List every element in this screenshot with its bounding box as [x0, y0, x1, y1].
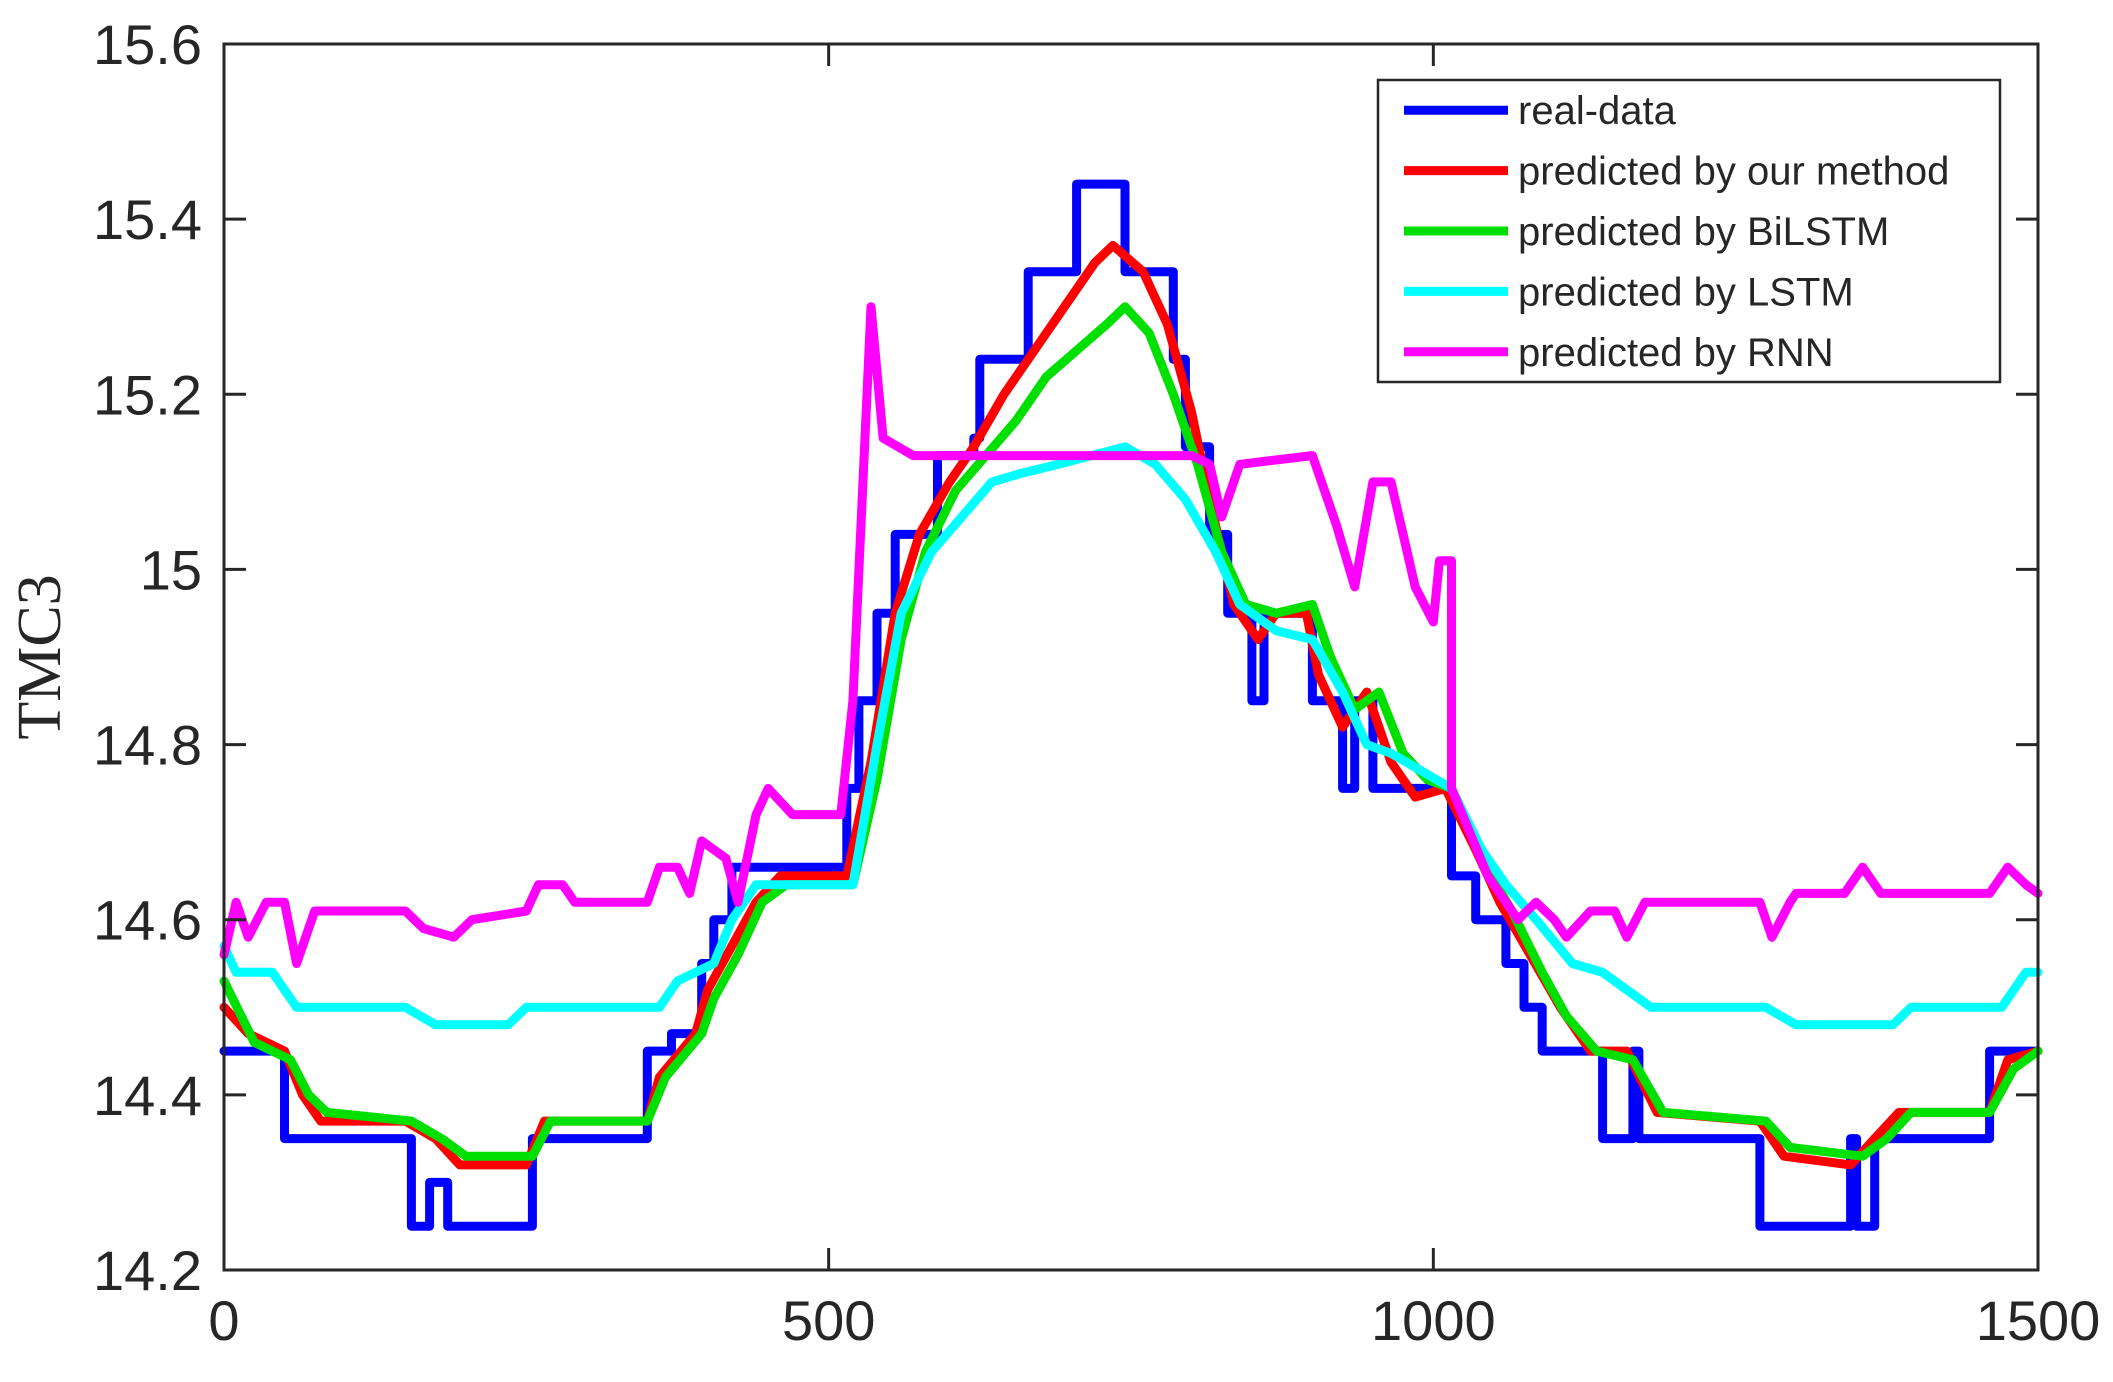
x-tick-label: 1500	[1976, 1289, 2101, 1352]
axis-ticks: 0 500 1000 1500 14.2 14.4 14.6 14.8 15 15.2 15.4 15…	[93, 13, 2100, 1352]
y-tick-label: 15.6	[93, 13, 202, 76]
series-line-4	[219, 302, 2043, 968]
legend-label: predicted by our method	[1518, 150, 1949, 194]
legend-label: predicted by LSTM	[1518, 270, 1854, 314]
x-tick-label: 0	[208, 1289, 239, 1352]
x-tick-label: 500	[782, 1289, 875, 1352]
series-line-3	[219, 442, 2043, 1030]
x-tick-label: 1000	[1371, 1289, 1496, 1352]
y-axis-label: TMC3	[6, 574, 74, 739]
legend-label: predicted by BiLSTM	[1518, 210, 1889, 254]
legend: real-data predicted by our method predicte…	[1376, 78, 2002, 384]
y-tick-label: 14.6	[93, 889, 202, 952]
legend-label: real-data	[1518, 89, 1677, 133]
series-lines	[219, 179, 2043, 1231]
y-tick-label: 14.8	[93, 714, 202, 777]
plot-frame	[222, 42, 2040, 1272]
y-tick-label: 15.4	[93, 188, 202, 251]
y-tick-label: 15	[140, 538, 202, 601]
legend-label: predicted by RNN	[1518, 331, 1834, 375]
series-line-2	[219, 302, 2043, 1161]
y-tick-label: 15.2	[93, 363, 202, 426]
y-tick-label: 14.4	[93, 1064, 202, 1127]
y-tick-label: 14.2	[93, 1239, 202, 1302]
